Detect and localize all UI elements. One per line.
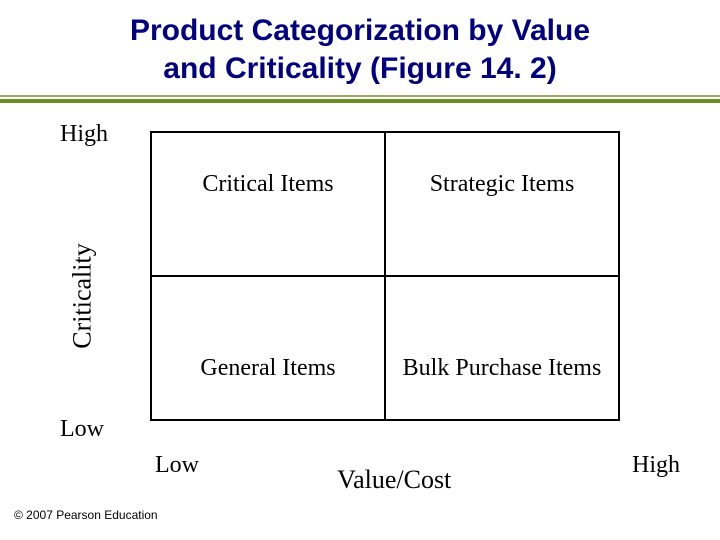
x-axis-label: Value/Cost — [337, 465, 451, 495]
cell-bottom-left: General Items — [151, 276, 385, 420]
cell-label: Critical Items — [202, 170, 333, 199]
slide-title: Product Categorization by Value and Crit… — [0, 0, 720, 87]
x-axis-high-label: High — [632, 452, 680, 479]
title-rule — [0, 95, 720, 103]
cell-top-right: Strategic Items — [385, 132, 619, 276]
title-line-2: and Criticality (Figure 14. 2) — [0, 50, 720, 88]
cell-label: Strategic Items — [430, 170, 575, 199]
matrix-grid: Critical Items Strategic Items General I… — [150, 131, 620, 421]
y-axis-high-label: High — [60, 121, 108, 148]
x-axis-low-label: Low — [155, 452, 199, 479]
title-line-1: Product Categorization by Value — [0, 12, 720, 50]
cell-label: Bulk Purchase Items — [403, 354, 602, 383]
cell-top-left: Critical Items — [151, 132, 385, 276]
copyright-text: © 2007 Pearson Education — [14, 508, 158, 522]
matrix-chart: High Criticality Low Critical Items Stra… — [40, 121, 680, 471]
y-axis-low-label: Low — [60, 416, 104, 443]
cell-bottom-right: Bulk Purchase Items — [385, 276, 619, 420]
y-axis-label: Criticality — [68, 243, 98, 348]
cell-label: General Items — [200, 354, 335, 383]
